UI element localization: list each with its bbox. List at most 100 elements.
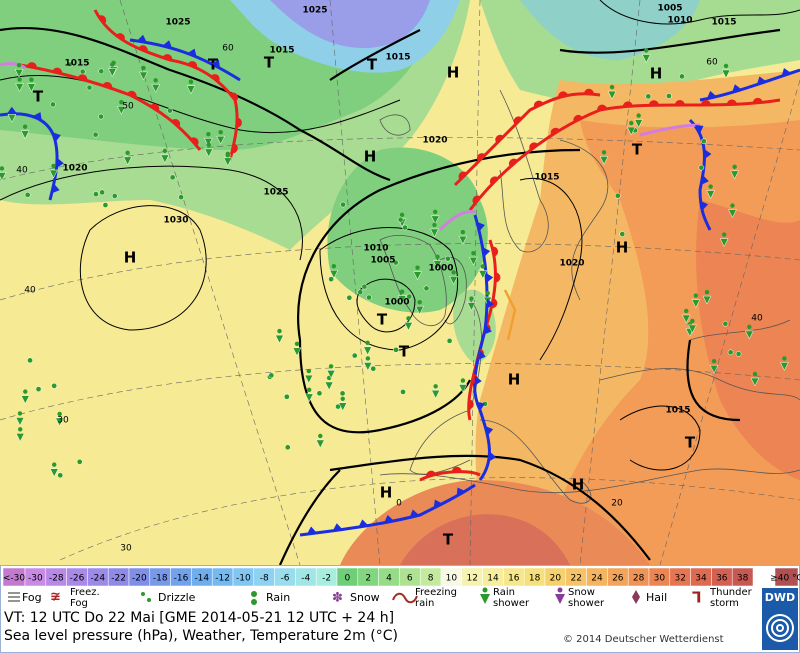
shower-triangle bbox=[116, 105, 126, 115]
shower-triangle bbox=[15, 433, 25, 442]
shower-dot bbox=[711, 358, 717, 364]
pressure-center: T bbox=[33, 88, 44, 106]
isobar-label: 1015 bbox=[385, 53, 410, 63]
cold-front-tooth bbox=[476, 401, 485, 411]
shower-dot bbox=[601, 150, 607, 155]
warm-front-bump bbox=[190, 137, 199, 147]
rain-dot bbox=[735, 351, 742, 357]
warm-front-bump bbox=[529, 142, 539, 151]
cold-front-tooth bbox=[701, 175, 709, 185]
cold-front bbox=[688, 118, 712, 231]
isobar-label: 1000 bbox=[428, 264, 453, 274]
shower-triangle bbox=[216, 135, 226, 145]
warm-front-bump bbox=[231, 143, 238, 154]
shower-triangle bbox=[702, 295, 712, 305]
pressure-center: T bbox=[443, 531, 454, 549]
shower-triangle bbox=[607, 90, 617, 100]
warm-front-bump bbox=[210, 74, 220, 83]
shower-triangle bbox=[139, 71, 148, 81]
rain-dot bbox=[357, 289, 364, 296]
cold-front-tooth bbox=[476, 221, 485, 232]
pressure-center: H bbox=[572, 476, 585, 494]
weather-item-label: Drizzle bbox=[158, 591, 196, 604]
shower-triangle bbox=[324, 381, 334, 391]
weather-item-label: shower bbox=[493, 598, 530, 609]
scale-label: 38 bbox=[737, 574, 749, 584]
pressure-center: T bbox=[377, 311, 388, 329]
icon-snow-shower bbox=[555, 587, 565, 604]
cold-front-tooth bbox=[706, 90, 717, 99]
weather-item-label: rain bbox=[415, 598, 434, 609]
shower-triangle bbox=[634, 119, 644, 129]
shower-triangle bbox=[20, 395, 30, 405]
rain-dot bbox=[361, 283, 368, 290]
scale-label: 32 bbox=[674, 574, 685, 584]
shower-triangle bbox=[27, 83, 36, 93]
shower-triangle bbox=[779, 362, 789, 371]
warm-front-bump bbox=[98, 15, 107, 25]
pressure-center: H bbox=[364, 148, 377, 166]
isobar-label: 1000 bbox=[384, 298, 409, 308]
warm-front-bump bbox=[583, 88, 594, 95]
warm-front-bump bbox=[127, 90, 137, 99]
cold-front-tooth bbox=[187, 48, 197, 57]
cold-front-tooth bbox=[409, 509, 420, 518]
cold-front bbox=[0, 112, 59, 201]
shower-triangle bbox=[478, 270, 488, 280]
shower-dot bbox=[752, 371, 758, 377]
dwd-logo-swirl bbox=[766, 614, 794, 642]
icon-freezing-fog: ≆ bbox=[50, 590, 61, 605]
occluded-front bbox=[438, 210, 476, 232]
pressure-center: T bbox=[264, 54, 275, 72]
rain-dot bbox=[340, 201, 346, 208]
rain-dot bbox=[700, 138, 707, 145]
shower-triangle bbox=[468, 256, 478, 266]
graticule-label: 40 bbox=[16, 166, 28, 176]
shower-dot bbox=[328, 364, 334, 369]
shower-triangle bbox=[7, 114, 17, 123]
isobar-label: 1015 bbox=[64, 59, 89, 69]
shower-triangle bbox=[730, 170, 740, 180]
weather-item-label: Snow bbox=[350, 591, 380, 604]
rain-dot bbox=[645, 93, 652, 100]
shower-triangle bbox=[458, 384, 468, 394]
shower-triangle bbox=[750, 377, 760, 387]
weather-item-label: Freezing bbox=[415, 587, 457, 598]
shower-triangle bbox=[415, 305, 425, 315]
scale-label: -20 bbox=[132, 574, 147, 584]
rain-dot bbox=[423, 285, 430, 292]
scale-label: -4 bbox=[301, 574, 310, 584]
warm-front-bump bbox=[426, 470, 436, 478]
warm-front-bump bbox=[150, 103, 160, 112]
cold-front-tooth bbox=[485, 426, 494, 436]
cold-front-tooth bbox=[700, 200, 709, 211]
graticule-label: 20 bbox=[611, 499, 623, 509]
warm-front-bump bbox=[550, 127, 560, 136]
rain-dot bbox=[402, 224, 408, 231]
shower-triangle bbox=[160, 154, 170, 164]
scale-label: -12 bbox=[215, 574, 230, 584]
shower-triangle bbox=[292, 347, 302, 357]
temp-zone-frost bbox=[270, 0, 430, 49]
scale-label: 22 bbox=[570, 574, 581, 584]
warm-front bbox=[468, 98, 781, 211]
shower-triangle bbox=[433, 260, 442, 270]
isobar-label: 1010 bbox=[667, 16, 692, 26]
warm-front-bump bbox=[52, 67, 63, 74]
shower-triangle bbox=[413, 271, 422, 281]
warm-front-bump bbox=[495, 272, 501, 283]
map-area: 1025 1025 1005 1010 1015 1015 1015 1015 1020 1020… bbox=[0, 0, 800, 565]
warm-front-bump bbox=[162, 54, 173, 61]
warm-front-bump bbox=[573, 114, 583, 123]
weather-item-label: Freez. bbox=[70, 587, 100, 598]
scale-label: -6 bbox=[281, 574, 290, 584]
cold-front-tooth bbox=[433, 499, 443, 509]
weather-item-label: Thunder bbox=[709, 587, 753, 598]
shower-dot bbox=[460, 378, 466, 383]
scale-label: -10 bbox=[236, 574, 251, 584]
cold-front-tooth bbox=[456, 487, 466, 497]
scale-label: 12 bbox=[466, 574, 477, 584]
cold-front bbox=[129, 38, 241, 82]
rain-dot bbox=[346, 294, 353, 301]
scale-label: 2 bbox=[365, 574, 371, 584]
